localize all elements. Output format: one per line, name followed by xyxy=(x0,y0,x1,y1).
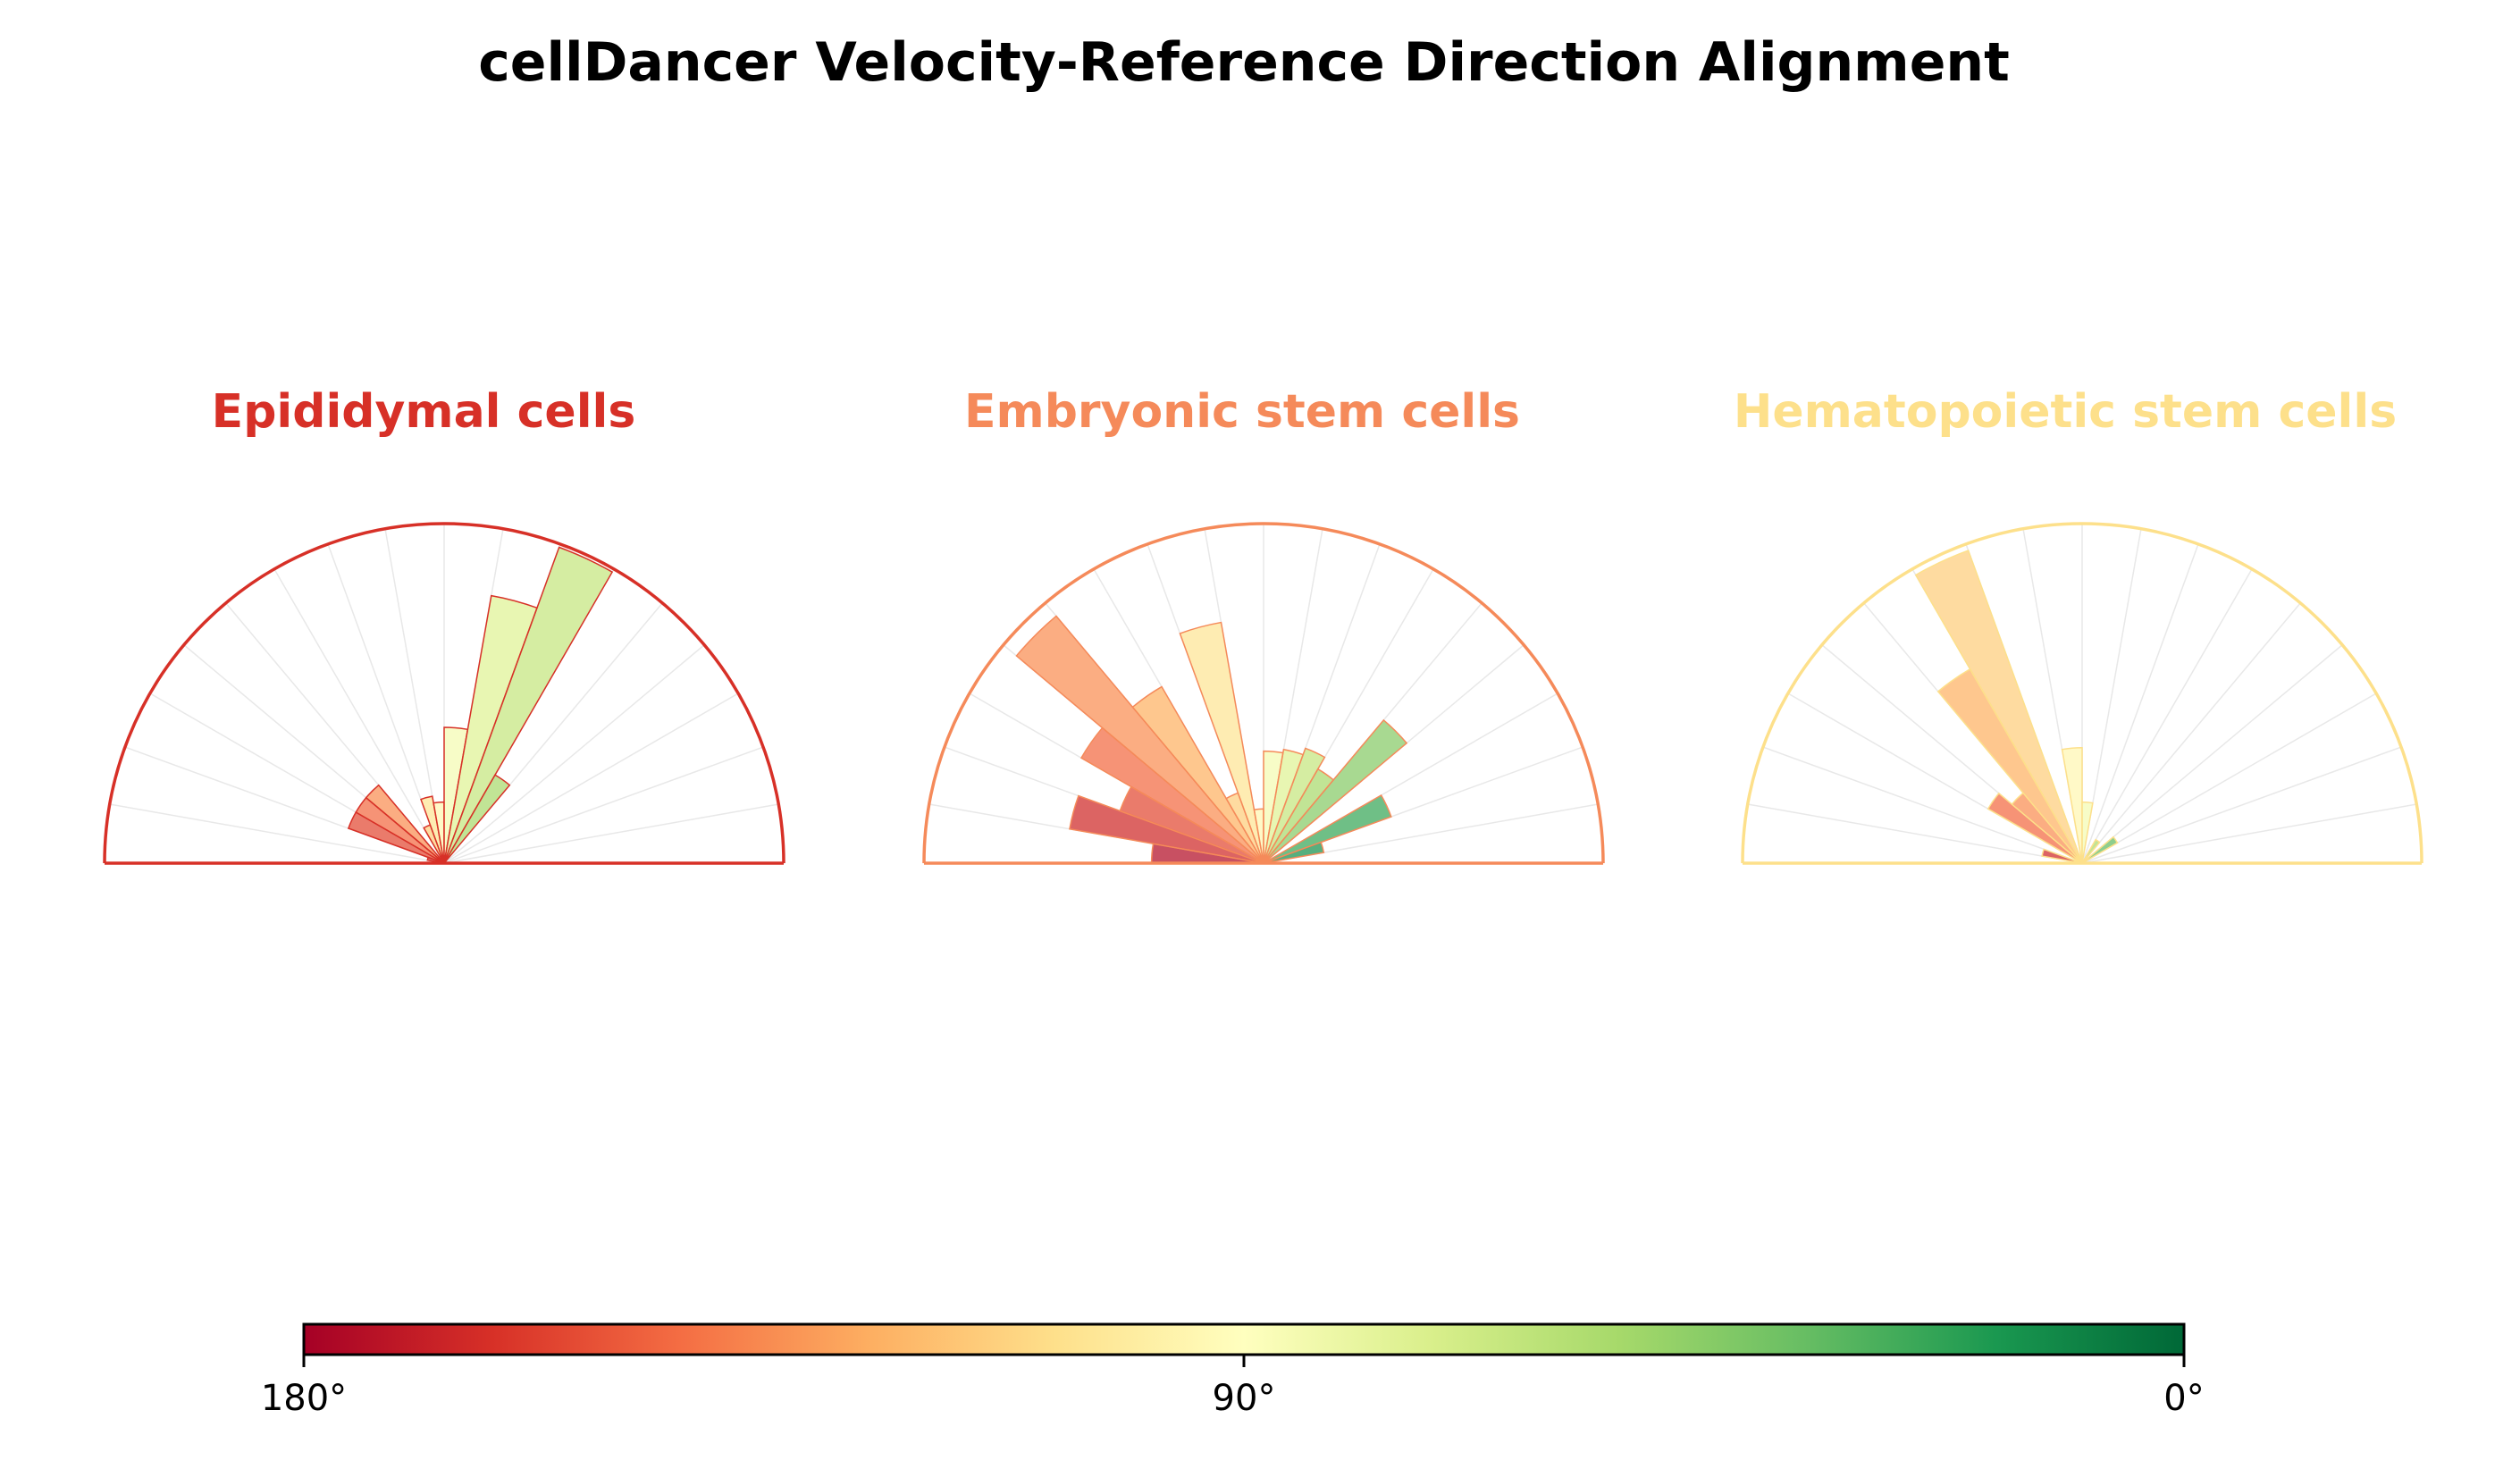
angle-bin-bar xyxy=(1263,718,1408,864)
panel-title: Epididymal cells xyxy=(212,385,636,439)
grid-line xyxy=(443,644,705,864)
angle-bin-bar xyxy=(1069,794,1264,864)
grid-line xyxy=(1762,746,2083,864)
angle-bin-bar xyxy=(2061,747,2083,864)
grid-line xyxy=(2081,543,2199,864)
colorbar-tick-label: 0° xyxy=(2163,1378,2204,1419)
polar-frame-arc xyxy=(1741,522,2423,864)
grid-line xyxy=(273,568,445,864)
colorbar-tick-label: 90° xyxy=(1213,1378,1276,1419)
grid-line xyxy=(2081,568,2253,864)
angle-bin-bar xyxy=(1914,550,2083,864)
angle-bin-bar xyxy=(2081,838,2101,864)
grid-line xyxy=(2081,746,2402,864)
angle-bin-bar xyxy=(2081,835,2119,864)
grid-line xyxy=(1747,803,2083,864)
grid-line xyxy=(2081,644,2343,864)
angle-bin-bar xyxy=(1987,792,2083,864)
angle-bin-bar xyxy=(443,546,614,864)
angle-bin-bar xyxy=(2081,801,2094,864)
angle-bin-bar xyxy=(1131,685,1264,864)
angle-bin-bar xyxy=(365,784,445,864)
angle-bin-bar xyxy=(1263,841,1325,864)
grid-line xyxy=(443,693,739,864)
angle-bin-bar xyxy=(443,774,511,864)
grid-line xyxy=(443,803,779,864)
grid-line xyxy=(109,803,445,864)
polar-frame-arc xyxy=(922,522,1605,864)
panel-title: Embryonic stem cells xyxy=(964,385,1520,439)
grid-line xyxy=(2081,803,2417,864)
polar-panels: Epididymal cells Embryonic stem cells Hema… xyxy=(103,385,2423,865)
polar-frame-arc xyxy=(103,522,785,864)
angle-bin-bar xyxy=(1179,621,1264,864)
colorbar-gradient xyxy=(302,1322,2186,1356)
angle-bin-bar xyxy=(1015,615,1264,864)
polar-panel: Epididymal cells xyxy=(103,385,785,865)
angle-bin-bar xyxy=(1263,747,1326,864)
panel-title: Hematopoietic stem cells xyxy=(1734,385,2397,439)
colorbar: 180° 90° 0° xyxy=(261,1322,2205,1419)
grid-line xyxy=(443,746,764,864)
grid-line xyxy=(2081,602,2301,864)
colorbar-tick-label: 180° xyxy=(261,1378,347,1419)
angle-bin-bar xyxy=(1263,793,1392,864)
chart-title: cellDancer Velocity-Reference Direction … xyxy=(478,31,2010,94)
polar-panel: Embryonic stem cells xyxy=(922,385,1605,865)
angle-bin-bar xyxy=(420,795,445,864)
angle-bin-bar xyxy=(2041,848,2083,864)
grid-line xyxy=(2081,693,2377,864)
polar-panel: Hematopoietic stem cells xyxy=(1734,385,2423,865)
